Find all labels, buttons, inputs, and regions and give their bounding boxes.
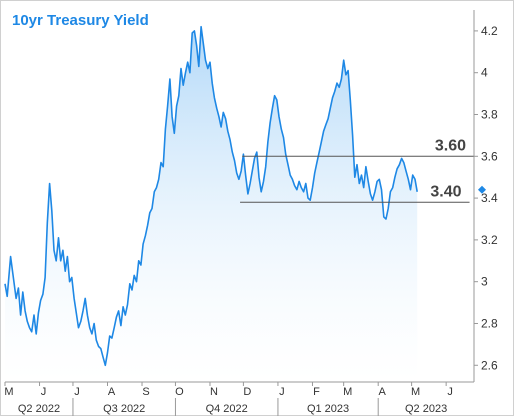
month-tick-label: J [41,386,47,398]
reference-line-label: 3.40 [430,183,461,200]
month-tick-label: J [279,386,285,398]
y-tick-label: 4 [481,66,488,80]
reference-line-label: 3.60 [435,137,466,154]
y-tick-label: 3.2 [481,233,498,247]
y-tick-label: 2.6 [481,358,498,372]
month-tick-label: N [210,386,218,398]
series-line [4,25,418,367]
chart-title: 10yr Treasury Yield [12,12,149,29]
month-tick-label: M [4,386,13,398]
month-tick-label: S [142,386,149,398]
month-tick-label: J [74,386,80,398]
month-tick-label: D [243,386,251,398]
quarter-tick-label: Q2 2023 [405,403,447,415]
y-tick-label: 3.6 [481,149,498,163]
y-tick-label: 3.4 [481,191,498,205]
quarter-tick-label: Q3 2022 [103,403,145,415]
month-tick-label: F [313,386,320,398]
quarter-tick-label: Q4 2022 [206,403,248,415]
month-tick-label: A [379,386,387,398]
month-tick-label: M [343,386,352,398]
quarter-tick-label: Q2 2022 [18,403,60,415]
month-tick-label: M [411,386,420,398]
y-tick-label: 2.8 [481,316,498,330]
y-tick-label: 3 [481,275,488,289]
last-value-marker [478,185,486,194]
quarter-tick-label: Q1 2023 [307,403,349,415]
y-tick-label: 4.2 [481,24,498,38]
month-tick-label: A [108,386,116,398]
month-tick-label: O [175,386,184,398]
series-area-fill [5,26,418,382]
month-tick-label: J [447,386,453,398]
y-tick-label: 3.8 [481,107,498,121]
